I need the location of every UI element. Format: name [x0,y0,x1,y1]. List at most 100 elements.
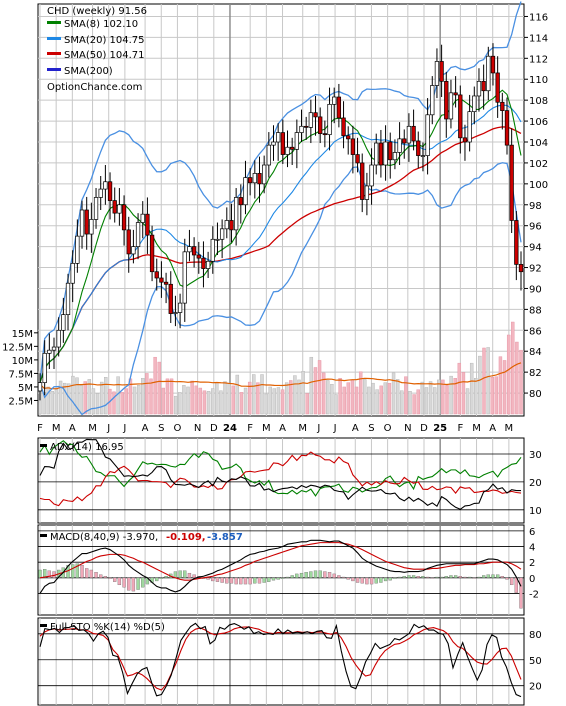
month-label: S [368,423,374,434]
volume-bar [223,381,227,415]
candle-body [490,55,496,74]
candle-body [182,251,187,304]
candle-body [308,112,314,128]
volume-bar [219,390,223,415]
volume-bar [338,378,342,415]
volume-tick-label: 10M [12,356,33,367]
stochastic-d-line [39,626,522,691]
symbol-label: CHD (weekly) 91.56 [47,6,147,17]
volume-bar [326,380,330,415]
macd-histogram-bar [159,577,164,579]
candle-body [229,220,234,231]
volume-bar [317,360,322,415]
price-tick-label: 112 [529,54,548,65]
volume-bar [309,356,314,415]
macd-histogram-bar [411,575,416,578]
candle-body [327,103,332,136]
indicator-tick-label: 0 [529,574,535,585]
candle-body [276,132,281,143]
macd-histogram-bar [496,574,500,578]
candle-body [131,246,136,255]
volume-bar [391,372,396,415]
volume-bar [149,378,153,415]
macd-histogram-bar [43,569,47,578]
month-label: D [210,423,218,434]
adx-grid [38,438,524,523]
stochastic-label: Full STO %K(14) %D(5) [50,622,165,633]
month-label: M [262,423,271,434]
month-label: 25 [433,423,447,434]
candle-body [159,277,164,283]
volume-bar [178,392,182,415]
candle-body [486,55,491,92]
legend-sma20: SMA(20) 104.75 [64,35,145,46]
volume-bar [498,356,503,415]
volume-bar [50,391,55,415]
macd-histogram-bar [421,576,425,578]
candle-body [233,197,239,231]
volume-bar [215,382,219,415]
macd-histogram-bar [239,577,243,585]
macd-histogram-bar [248,577,252,585]
price-tick-label: 86 [529,326,542,337]
volume-bar [437,379,441,415]
price-panel: 80 82 84 86 88 90 92 94 96 98 100 102 104 106 108 110 11… [2,1,548,417]
candle-body [397,138,402,153]
price-tick-label: 80 [529,389,542,400]
month-label: J [333,423,337,434]
candle-body [196,254,201,259]
legend-swatch-sma20 [47,37,61,40]
macd-histogram-bar [519,577,523,609]
indicator-tick-label: -2 [529,589,539,600]
macd-histogram-bar [323,571,327,578]
macd-histogram-bar [453,575,458,578]
volume-bar [157,361,161,415]
volume-bar [474,378,478,415]
macd-hist-label: -3.857 [207,532,243,543]
macd-histogram-bar [444,576,448,578]
volume-bar [494,376,499,415]
candle-body [346,135,351,140]
macd-histogram-bar [365,577,369,585]
macd-histogram-bar [131,577,136,592]
month-label: M [472,423,481,434]
volume-bar [428,381,433,415]
volume-bar [75,377,79,415]
volume-bar [301,371,305,415]
candle-body [416,140,421,156]
volume-bar [169,378,174,415]
volume-bar [202,390,207,415]
watermark: OptionChance.com [47,82,142,93]
indicator-tick-label: 2 [529,558,535,569]
volume-axis: 2.5M 5M 7.5M 10M 12.5M 15M [2,329,38,407]
legend: CHD (weekly) 91.56 SMA(8) 102.10 SMA(20)… [47,6,147,93]
volume-bar [293,375,297,415]
volume-bar [99,381,104,415]
volume-bar [161,387,166,415]
macd-histogram-bar [225,577,229,584]
volume-bar [305,393,309,415]
month-label: A [489,423,496,434]
candle-body [154,271,159,279]
candle-body [163,281,169,285]
macd-histogram-bar [71,564,75,578]
month-label: F [247,423,253,434]
volume-bar [235,374,240,415]
macd-histogram-bar [113,577,117,582]
volume-bar [502,360,507,415]
macd-histogram-bar [117,577,122,586]
volume-bar [173,395,178,415]
legend-sma200: SMA(200) [64,66,113,77]
volume-bar [478,355,482,415]
candle-body [420,155,426,157]
candle-body [341,117,346,137]
macd-histogram-bar [290,575,294,578]
volume-bar [313,367,318,415]
candle-body [434,61,440,86]
candle-body [187,246,192,253]
macd-histogram-bar [341,576,346,578]
macd-histogram-bar [435,576,439,578]
volume-bar [227,383,231,415]
candle-body [332,96,337,105]
volume-bar [412,394,416,415]
